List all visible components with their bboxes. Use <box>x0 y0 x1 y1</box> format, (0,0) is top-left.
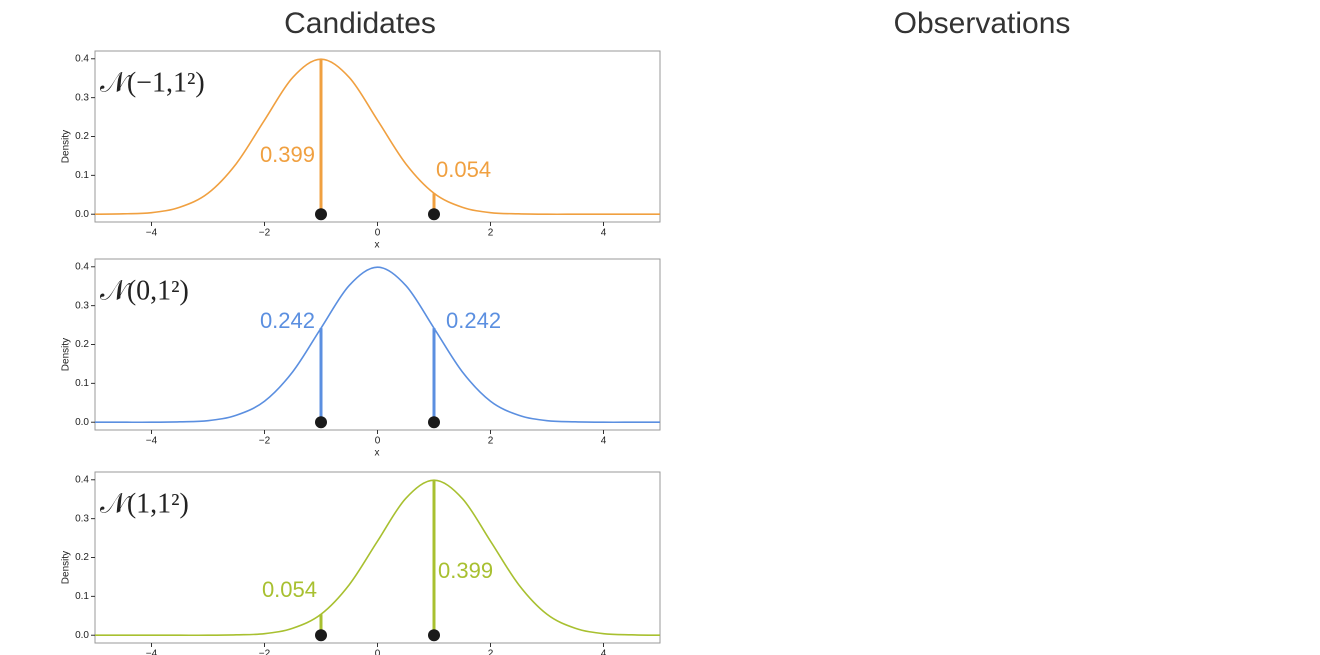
y-tick-label: 0.4 <box>75 53 89 64</box>
y-tick-label: 0.3 <box>75 513 89 524</box>
left-title: Candidates <box>284 7 436 40</box>
x-tick-label: 2 <box>488 228 494 239</box>
y-tick-label: 0.2 <box>75 339 89 350</box>
observation-point <box>428 208 440 221</box>
observation-point <box>428 416 440 429</box>
x-tick-label: 0 <box>375 649 381 655</box>
likelihood-label: 0.054 <box>262 577 317 602</box>
distribution-label: 𝒩(1,1²) <box>100 488 189 519</box>
y-axis-label: Density <box>61 338 72 371</box>
likelihood-label: 0.242 <box>260 308 315 333</box>
x-tick-label: 0 <box>375 228 381 239</box>
x-tick-label: 4 <box>601 649 607 655</box>
right-title: Observations <box>894 7 1071 40</box>
x-tick-label: 4 <box>601 228 607 239</box>
x-axis-label: x <box>375 240 380 251</box>
y-axis-label: Density <box>61 551 72 584</box>
density-curve <box>95 479 661 637</box>
likelihood-label: 0.399 <box>260 142 315 167</box>
y-tick-label: 0.2 <box>75 552 89 563</box>
x-tick-label: 2 <box>488 649 494 655</box>
density-curve <box>95 266 660 424</box>
y-tick-label: 0.2 <box>75 131 89 142</box>
y-tick-label: 0.3 <box>75 300 89 311</box>
x-tick-label: 4 <box>601 436 607 447</box>
y-tick-label: 0.1 <box>75 378 89 389</box>
y-tick-label: 0.0 <box>75 630 89 641</box>
y-tick-label: 0.1 <box>75 170 89 181</box>
observation-point <box>428 629 440 642</box>
y-axis-label: Density <box>61 130 72 163</box>
x-tick-label: −4 <box>146 228 158 239</box>
x-tick-label: 2 <box>488 436 494 447</box>
y-tick-label: 0.0 <box>75 417 89 428</box>
likelihood-label: 0.399 <box>438 558 493 583</box>
distribution-label: 𝒩(0,1²) <box>100 275 189 306</box>
x-tick-label: 0 <box>375 436 381 447</box>
likelihood-label: 0.054 <box>436 157 491 182</box>
y-tick-label: 0.3 <box>75 92 89 103</box>
observation-point <box>315 416 327 429</box>
density-curve <box>94 58 660 216</box>
x-tick-label: −2 <box>259 436 271 447</box>
y-tick-label: 0.1 <box>75 591 89 602</box>
x-axis-label: x <box>375 448 380 459</box>
observation-point <box>315 208 327 221</box>
y-tick-label: 0.4 <box>75 474 89 485</box>
x-tick-label: −2 <box>259 228 271 239</box>
likelihood-label: 0.242 <box>446 308 501 333</box>
x-tick-label: −4 <box>146 649 158 655</box>
x-tick-label: −2 <box>259 649 271 655</box>
x-tick-label: −4 <box>146 436 158 447</box>
distribution-label: 𝒩(−1,1²) <box>100 67 205 98</box>
observation-point <box>315 629 327 642</box>
y-tick-label: 0.4 <box>75 261 89 272</box>
y-tick-label: 0.0 <box>75 209 89 220</box>
